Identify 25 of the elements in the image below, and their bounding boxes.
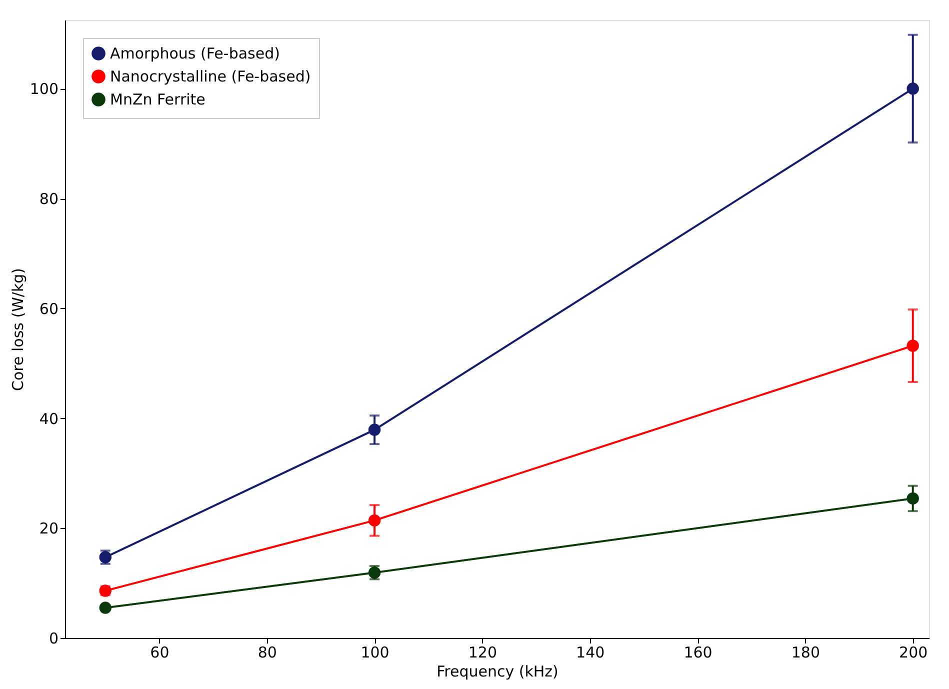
y-tick-label: 60 [39, 300, 58, 318]
point [906, 82, 919, 95]
x-tick-label: 80 [258, 644, 277, 662]
x-tick-label: 180 [791, 644, 820, 662]
x-tick-label: 160 [684, 644, 712, 662]
point [906, 492, 919, 505]
point [906, 340, 919, 352]
legend-label: Amorphous (Fe-based) [110, 44, 280, 62]
point [99, 602, 112, 614]
x-tick-label: 60 [150, 644, 170, 662]
legend-label: Nanocrystalline (Fe-based) [110, 68, 311, 86]
y-tick-label: 100 [30, 80, 58, 98]
point [368, 424, 381, 436]
point [368, 514, 381, 527]
y-tick-label: 20 [39, 520, 58, 538]
x-axis-title: Frequency (kHz) [436, 662, 558, 680]
x-tick-label: 100 [360, 644, 390, 662]
x-tick-label: 120 [468, 644, 498, 662]
y-tick-label: 0 [48, 630, 58, 648]
y-tick-label: 40 [39, 410, 58, 428]
y-axis-title: Core loss (W/kg) [8, 268, 27, 392]
x-tick-label: 200 [899, 644, 928, 662]
y-tick-label: 80 [39, 190, 58, 208]
x-tick-label: 140 [576, 644, 605, 662]
legend-label: MnZn Ferrite [110, 90, 206, 108]
